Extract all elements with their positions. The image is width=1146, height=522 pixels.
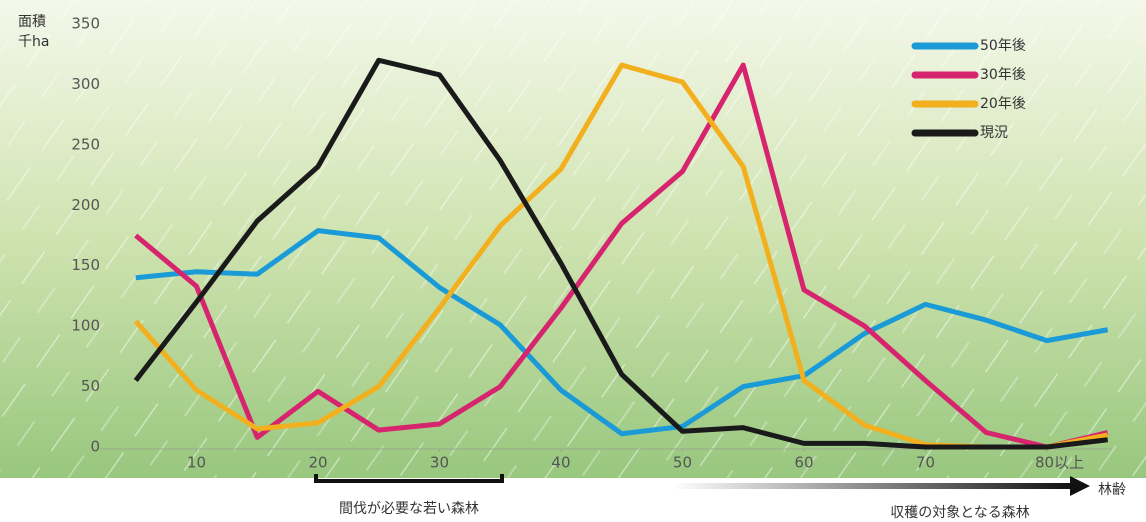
y-axis-label: 面積: [18, 14, 46, 30]
annotation: 収穫の対象となる森林: [890, 505, 1030, 521]
bracket: [314, 474, 504, 483]
y-tick-label: 50: [81, 377, 100, 395]
y-tick-label: 150: [71, 256, 100, 274]
legend-label: 20年後: [980, 96, 1026, 112]
series-line: [133, 57, 1108, 450]
y-tick-label: 350: [71, 15, 100, 33]
x-tick-label: 20: [308, 454, 327, 472]
x-tick-label: 80以上: [1035, 454, 1084, 472]
y-tick-label: 300: [71, 75, 100, 93]
annotation: 間伐が必要な若い森林: [339, 501, 479, 517]
x-tick-label: 50: [673, 454, 692, 472]
arrow: [672, 483, 1072, 489]
y-tick-label: 0: [90, 438, 100, 456]
legend-label: 30年後: [980, 67, 1026, 83]
y-axis-label: 千ha: [18, 34, 49, 50]
x-tick-label: 40: [551, 454, 570, 472]
series-line: [135, 228, 1109, 437]
y-tick-label: 250: [71, 135, 100, 153]
x-tick-label: 70: [916, 454, 935, 472]
legend-label: 現況: [980, 125, 1008, 141]
x-tick-label: 10: [187, 454, 206, 472]
arrow-head: [1070, 476, 1090, 496]
x-axis-label: 林齢: [1098, 482, 1126, 498]
y-tick-label: 200: [71, 196, 100, 214]
legend-label: 50年後: [980, 38, 1026, 54]
x-tick-label: 30: [430, 454, 449, 472]
series-line: [134, 62, 1109, 450]
y-tick-label: 100: [71, 317, 100, 335]
x-tick-label: 60: [794, 454, 813, 472]
